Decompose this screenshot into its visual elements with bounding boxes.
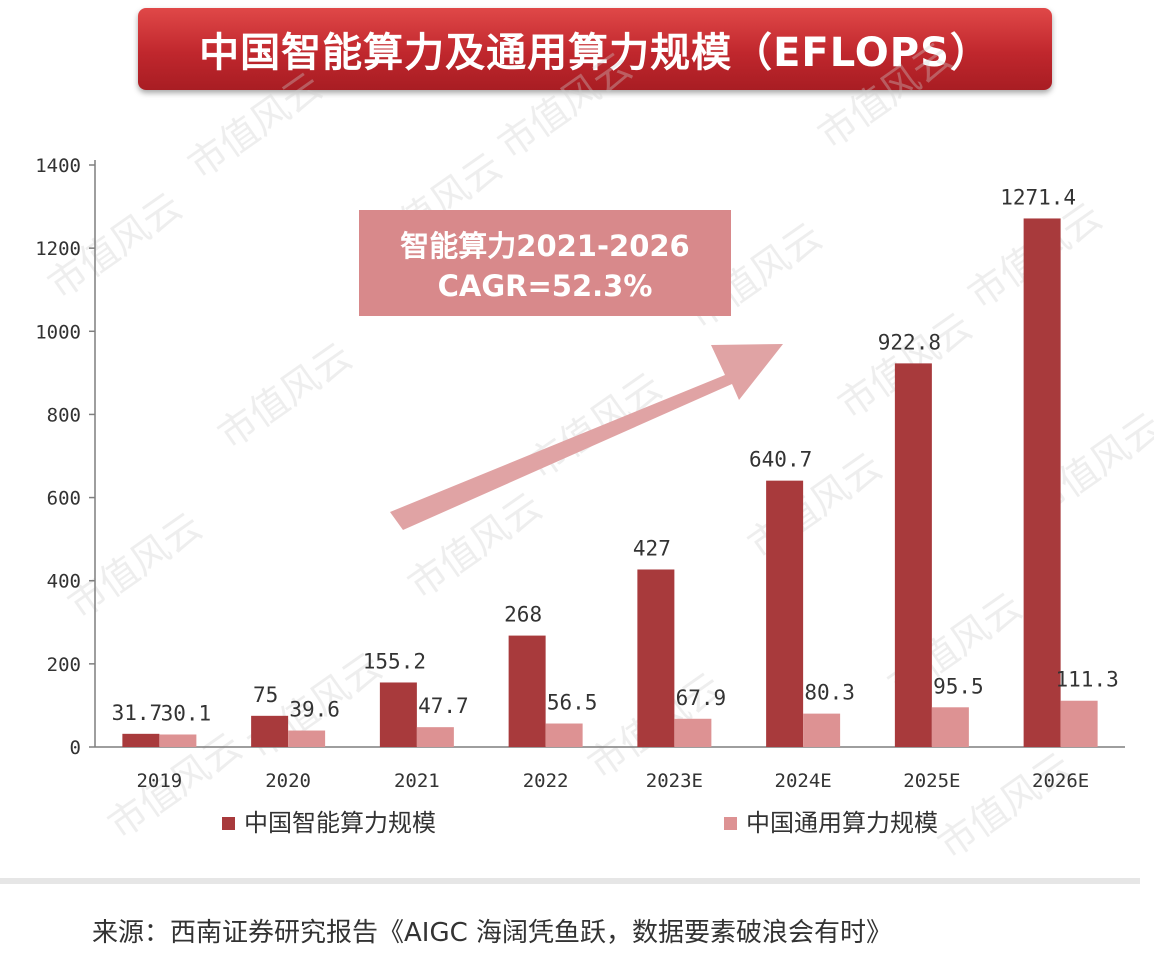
data-label-intelligent: 31.7 (112, 701, 163, 725)
bar-intelligent-compute (637, 569, 675, 747)
chart-bars: 31.730.1 75 39.6 155.2 47.7 268 56.5 427 67.9 640… (112, 185, 1119, 747)
data-label-general: 67.9 (676, 686, 727, 710)
watermark-text: 市值风云 (60, 504, 210, 627)
data-label-intelligent: 268 (504, 603, 542, 627)
y-tick-label: 1000 (35, 321, 81, 343)
data-label-general: 56.5 (547, 691, 598, 715)
footer-divider (0, 878, 1140, 884)
chart-legend: 中国智能算力规模 中国通用算力规模 (222, 809, 938, 837)
bar-general-compute (674, 718, 712, 747)
y-tick-label: 400 (47, 571, 81, 593)
data-label-general: 47.7 (418, 694, 469, 718)
y-tick-label: 200 (47, 654, 81, 676)
x-tick-label: 2025E (903, 770, 960, 792)
y-tick-label: 600 (47, 488, 81, 510)
bar-intelligent-compute (894, 363, 932, 747)
data-label-intelligent: 75 (253, 683, 278, 707)
legend-label-intelligent: 中国智能算力规模 (244, 809, 436, 837)
data-label-intelligent: 427 (633, 536, 671, 560)
bar-intelligent-compute (251, 715, 289, 747)
annotation-line-1: 智能算力2021-2026 (400, 229, 689, 263)
legend-label-general: 中国通用算力规模 (746, 809, 938, 837)
bar-intelligent-compute (766, 480, 804, 747)
bar-general-compute (1060, 700, 1098, 747)
data-label-intelligent: 922.8 (878, 330, 941, 354)
annotation-box (359, 210, 731, 316)
y-tick-label: 1200 (35, 238, 81, 260)
x-tick-label: 2022 (523, 770, 569, 792)
watermark-text: 市值风云 (810, 34, 960, 157)
bar-general-compute (288, 730, 326, 747)
watermark-text: 市值风云 (930, 744, 1080, 867)
data-label-general: 80.3 (804, 681, 855, 705)
data-label-intelligent: 640.7 (749, 448, 812, 472)
data-label-intelligent: 155.2 (363, 649, 426, 673)
x-tick-label: 2023E (646, 770, 703, 792)
data-label-general: 30.1 (161, 701, 212, 725)
bar-general-compute (931, 707, 969, 747)
bar-general-compute (545, 723, 583, 747)
data-label-general: 95.5 (933, 674, 984, 698)
x-tick-label: 2020 (265, 770, 311, 792)
x-tick-label: 2021 (394, 770, 440, 792)
y-tick-label: 1400 (35, 155, 81, 177)
data-label-general: 39.6 (289, 698, 340, 722)
x-tick-label: 2026E (1032, 770, 1089, 792)
data-label-intelligent: 1271.4 (1000, 185, 1076, 209)
y-tick-label: 800 (47, 404, 81, 426)
cagr-annotation: 智能算力2021-2026 CAGR=52.3% (359, 210, 783, 530)
watermark-text: 市值风云 (210, 334, 360, 457)
bar-intelligent-compute (122, 733, 160, 747)
bar-intelligent-compute (508, 635, 546, 747)
chart-axes: 0 200 400 600 800 1000 1200 1400 2019 2020 2021 202… (35, 155, 1125, 792)
x-tick-label: 2019 (136, 770, 182, 792)
data-label-general: 111.3 (1056, 668, 1119, 692)
annotation-line-2: CAGR=52.3% (438, 269, 653, 303)
bar-intelligent-compute (1023, 218, 1061, 747)
watermark-text: 市值风云 (180, 64, 330, 187)
watermark-text: 市值风云 (520, 364, 670, 487)
legend-swatch-intelligent (222, 817, 235, 830)
chart-title: 中国智能算力及通用算力规模（EFLOPS） (199, 30, 991, 76)
source-note: 来源：西南证券研究报告《AIGC 海阔凭鱼跃，数据要素破浪会有时》 (92, 918, 893, 948)
bar-general-compute (416, 727, 454, 747)
y-tick-label: 0 (70, 737, 81, 759)
bar-general-compute (803, 713, 841, 747)
bar-intelligent-compute (379, 682, 417, 747)
watermark-text: 市值风云 (490, 44, 640, 167)
legend-swatch-general (724, 817, 737, 830)
bar-general-compute (159, 734, 197, 747)
x-tick-label: 2024E (775, 770, 832, 792)
chart-title-banner: 中国智能算力及通用算力规模（EFLOPS） (138, 8, 1052, 90)
trend-arrow (390, 344, 783, 530)
